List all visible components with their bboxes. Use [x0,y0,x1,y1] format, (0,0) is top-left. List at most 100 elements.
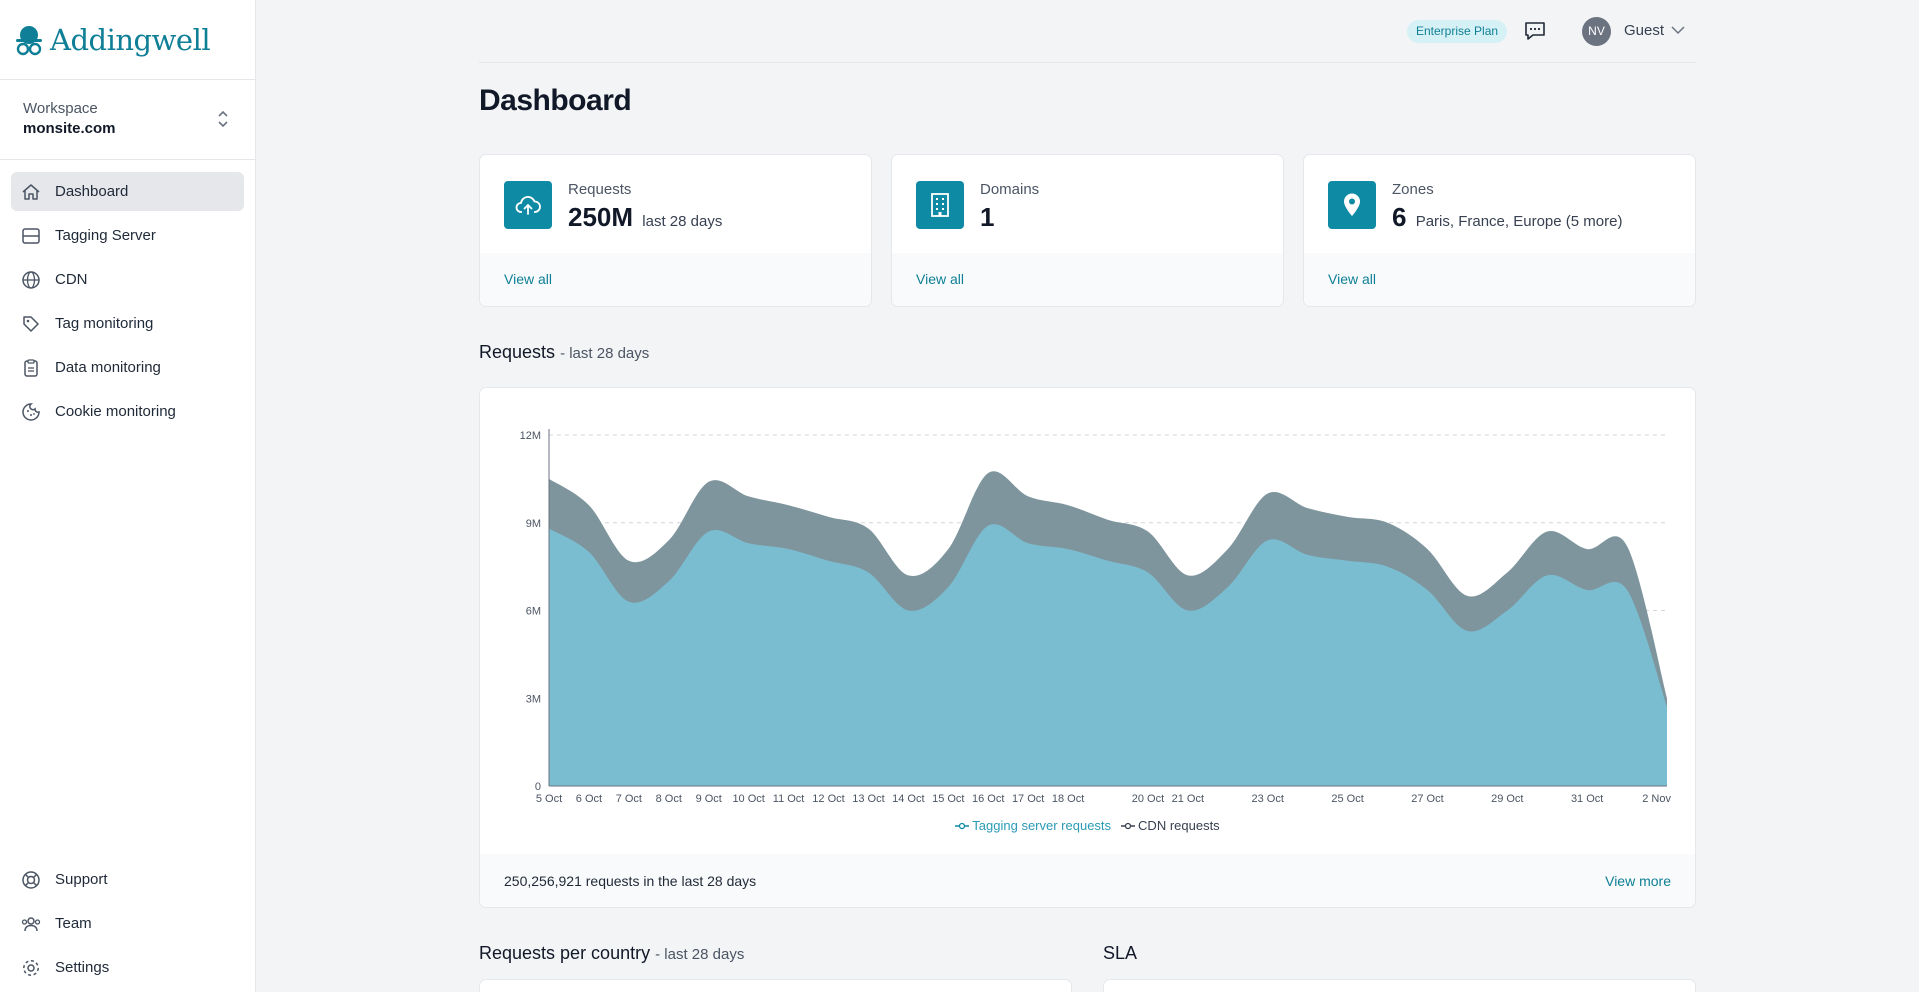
sidebar-item-support[interactable]: Support [11,860,244,899]
x-tick-label: 9 Oct [696,793,722,805]
sidebar-item-label: Settings [55,959,110,976]
legend-marker-icon [1121,822,1136,829]
user-menu-name[interactable]: Guest [1624,22,1665,39]
card-sub: Paris, France, Europe (5 more) [1415,213,1623,230]
map-pin-icon [1328,181,1376,229]
sidebar-item-label: CDN [55,271,88,288]
chevron-up-down-icon [218,110,228,128]
sidebar-item-label: Cookie monitoring [55,403,176,420]
sidebar-item-tagging-server[interactable]: Tagging Server [11,216,244,255]
addingwell-logo-icon [16,25,42,55]
globe-icon [20,269,42,291]
section-subtitle: - last 28 days [655,946,745,963]
zones-card: Zones 6 Paris, France, Europe (5 more) V… [1303,154,1696,307]
card-footer: View all [480,253,871,306]
workspace-value: monsite.com [23,120,116,137]
country-card [479,979,1072,992]
requests-chart: 0 3M 6M 9M 12M 5 Oct 6 Oct 7 Oct 8 Oct 9 Oct 10 Oc… [520,429,1671,805]
server-icon [20,225,42,247]
requests-card: Requests 250M last 28 days View all [479,154,872,307]
sidebar-item-cdn[interactable]: CDN [11,260,244,299]
main-nav: Dashboard Tagging Server CDN Tag monitor… [0,160,255,448]
card-sub: last 28 days [642,213,723,230]
lifebuoy-icon [20,869,42,891]
section-title-text: Requests per country [479,943,651,963]
sidebar: Addingwell Workspace monsite.com Dashboa… [0,0,256,992]
sidebar-item-data-monitoring[interactable]: Data monitoring [11,348,244,387]
legend-item-tagging[interactable]: Tagging server requests [955,818,1111,833]
x-tick-label: 2 Nov [1642,793,1671,805]
y-tick-label: 9M [526,518,541,530]
x-tick-label: 13 Oct [852,793,884,805]
sidebar-item-label: Team [55,915,92,932]
sidebar-item-label: Tag monitoring [55,315,154,332]
legend-marker-icon [955,822,970,829]
gear-icon [20,957,42,979]
y-tick-label: 12M [520,430,541,442]
sidebar-item-tag-monitoring[interactable]: Tag monitoring [11,304,244,343]
x-tick-label: 5 Oct [536,793,562,805]
card-footer: View all [1304,253,1695,306]
card-label: Domains [980,181,1040,198]
card-value-number: 6 [1392,202,1407,232]
avatar[interactable]: NV [1582,17,1611,46]
view-all-link[interactable]: View all [1328,271,1376,287]
logo[interactable]: Addingwell [0,0,255,80]
card-label: Zones [1392,181,1434,198]
tag-icon [20,313,42,335]
legend-label: Tagging server requests [972,818,1112,833]
sidebar-item-dashboard[interactable]: Dashboard [11,172,244,211]
requests-section-title: Requests - last 28 days [479,342,649,363]
card-label: Requests [568,181,632,198]
sidebar-item-team[interactable]: Team [11,904,244,943]
x-tick-label: 12 Oct [812,793,844,805]
country-section-title: Requests per country - last 28 days [479,943,744,964]
chart-footer: 250,256,921 requests in the last 28 days… [480,854,1695,907]
section-subtitle: - last 28 days [560,345,650,362]
chat-icon[interactable] [1523,19,1547,48]
view-more-link[interactable]: View more [1605,872,1671,889]
sidebar-item-label: Tagging Server [55,227,156,244]
home-icon [20,181,42,203]
section-title-text: SLA [1103,943,1138,963]
view-all-link[interactable]: View all [504,271,552,287]
sidebar-item-label: Data monitoring [55,359,161,376]
x-tick-label: 25 Oct [1331,793,1363,805]
x-tick-label: 20 Oct [1132,793,1164,805]
plan-badge[interactable]: Enterprise Plan [1407,20,1508,43]
legend-label: CDN requests [1138,818,1220,833]
x-tick-label: 6 Oct [576,793,602,805]
bottom-nav: Support Team Settings [11,860,244,992]
x-tick-label: 8 Oct [656,793,682,805]
sla-section-title: SLA [1103,943,1137,964]
x-tick-label: 18 Oct [1052,793,1084,805]
chevron-down-icon[interactable] [1670,24,1686,36]
cloud-upload-icon [504,181,552,229]
x-tick-label: 29 Oct [1491,793,1523,805]
brand-name: Addingwell [50,22,211,57]
card-footer: View all [892,253,1283,306]
sidebar-item-settings[interactable]: Settings [11,948,244,987]
requests-summary: 250,256,921 requests in the last 28 days [504,872,757,889]
series-area-tagging [549,524,1667,786]
x-tick-label: 31 Oct [1571,793,1603,805]
card-value-number: 250M [568,202,634,232]
card-value: 6 Paris, France, Europe (5 more) [1392,202,1622,233]
y-tick-label: 6M [526,606,541,618]
x-tick-label: 27 Oct [1411,793,1443,805]
legend-item-cdn[interactable]: CDN requests [1121,818,1220,833]
requests-chart-panel: 0 3M 6M 9M 12M 5 Oct 6 Oct 7 Oct 8 Oct 9 Oct 10 Oc… [479,387,1696,908]
x-tick-label: 17 Oct [1012,793,1044,805]
cookie-icon [20,401,42,423]
users-icon [20,913,42,935]
x-tick-label: 14 Oct [892,793,924,805]
card-value: 250M last 28 days [568,202,722,233]
workspace-selector[interactable]: Workspace monsite.com [0,80,255,160]
x-tick-label: 15 Oct [932,793,964,805]
view-all-link[interactable]: View all [916,271,964,287]
top-bar: Enterprise Plan NV Guest [479,0,1696,63]
card-value-number: 1 [980,202,995,232]
sidebar-item-label: Dashboard [55,183,129,200]
x-tick-label: 16 Oct [972,793,1004,805]
sidebar-item-cookie-monitoring[interactable]: Cookie monitoring [11,392,244,431]
